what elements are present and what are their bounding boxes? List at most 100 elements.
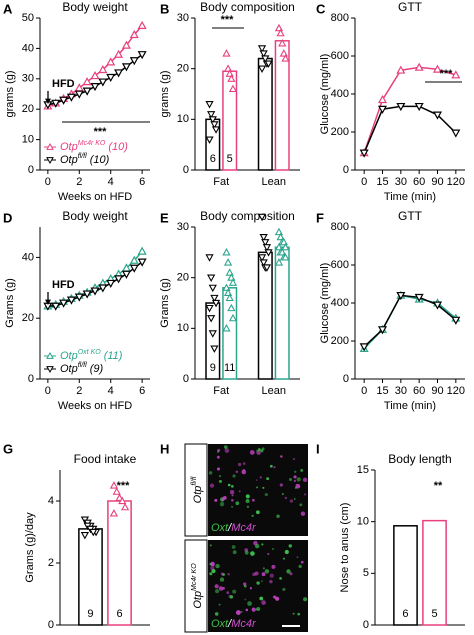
cell	[292, 612, 295, 615]
cell	[288, 544, 292, 548]
y-tick-label: 30	[177, 221, 189, 233]
data-point	[210, 294, 219, 303]
label-box	[184, 539, 208, 633]
cell	[269, 464, 273, 468]
data-point	[257, 65, 267, 73]
marker	[396, 65, 406, 74]
data-point	[225, 268, 234, 276]
marker	[137, 246, 147, 255]
cell	[244, 598, 247, 601]
cell	[304, 493, 307, 496]
cell	[240, 610, 243, 613]
cell	[235, 470, 238, 474]
cell	[256, 449, 259, 452]
cell	[298, 564, 302, 569]
cell	[261, 572, 266, 577]
bar	[274, 246, 290, 380]
panel-label: G	[3, 441, 13, 456]
y-tick-label: 20	[177, 272, 189, 284]
chart-title: Body weight	[62, 0, 128, 14]
panel-label: F	[316, 210, 324, 225]
y-tick-label: 200	[331, 126, 349, 138]
cell	[267, 552, 270, 556]
cell	[216, 467, 220, 471]
cell	[215, 589, 220, 594]
n-label: 6	[402, 608, 408, 620]
cell	[219, 501, 225, 507]
y-tick-label: 30	[177, 12, 189, 24]
marker	[359, 343, 369, 352]
chart-title: Body composition	[200, 0, 295, 14]
x-tick-label: 0	[45, 385, 51, 397]
x-tick-label: 120	[447, 385, 465, 397]
data-point	[208, 116, 217, 124]
y-axis-label: Nose to anus (cm)	[339, 503, 351, 593]
cell	[231, 494, 234, 497]
marker	[114, 69, 124, 78]
micrograph	[208, 444, 308, 536]
cell	[289, 499, 294, 503]
cell	[294, 486, 297, 489]
data-point	[120, 502, 130, 511]
legend-text: Otp	[60, 154, 78, 166]
cell	[261, 580, 263, 582]
cell	[251, 607, 256, 612]
x-tick-label: Lean	[262, 176, 286, 188]
cell	[266, 477, 270, 481]
chart-title: GTT	[398, 209, 423, 223]
panel-label: H	[160, 441, 169, 456]
data-point	[207, 315, 216, 323]
x-axis-label: Time (min)	[384, 191, 436, 203]
chart-title: Body composition	[200, 209, 295, 223]
cell	[227, 483, 231, 487]
cell	[235, 610, 241, 615]
marker	[377, 326, 388, 335]
y-tick-label: 400	[331, 88, 349, 100]
marker	[51, 302, 61, 311]
cell	[232, 550, 237, 555]
marker	[377, 94, 388, 104]
x-tick-label: 30	[395, 176, 407, 188]
data-point	[227, 74, 236, 82]
data-point	[205, 136, 214, 144]
marker	[451, 316, 461, 325]
panel-label: E	[160, 210, 169, 225]
y-tick-label: 400	[331, 297, 349, 309]
panel-label: I	[316, 441, 320, 456]
cell	[216, 455, 220, 459]
cell	[273, 466, 276, 469]
x-tick-label: Lean	[262, 385, 286, 397]
marker	[90, 71, 100, 80]
cell	[288, 477, 292, 481]
marker	[98, 78, 108, 87]
bar	[257, 251, 273, 380]
cell	[293, 498, 296, 500]
cell	[214, 584, 219, 589]
n-label: 11	[224, 362, 235, 374]
y-tick-label: 40	[22, 251, 34, 263]
series-line	[363, 105, 457, 154]
stain-label: Oxt/Mc4r	[211, 618, 257, 630]
data-point	[112, 487, 121, 495]
x-axis-label: Weeks on HFD	[58, 400, 132, 412]
data-point	[222, 49, 231, 57]
data-point	[80, 531, 90, 540]
cell	[219, 479, 222, 483]
data-point	[109, 481, 119, 489]
marker	[82, 290, 92, 299]
marker	[74, 293, 84, 302]
y-tick-label: 0	[48, 619, 54, 631]
marker	[98, 64, 108, 74]
cell	[215, 563, 220, 569]
y-tick-label: 0	[363, 619, 369, 631]
cell	[224, 445, 228, 449]
data-point	[228, 313, 238, 322]
x-tick-label: 0	[361, 176, 367, 188]
y-tick-label: 50	[22, 12, 34, 24]
cell	[282, 557, 286, 560]
cell	[271, 564, 276, 569]
cell	[261, 543, 264, 546]
stain-text: Mc4r	[231, 618, 257, 630]
y-axis-label: grams (g)	[159, 70, 171, 117]
